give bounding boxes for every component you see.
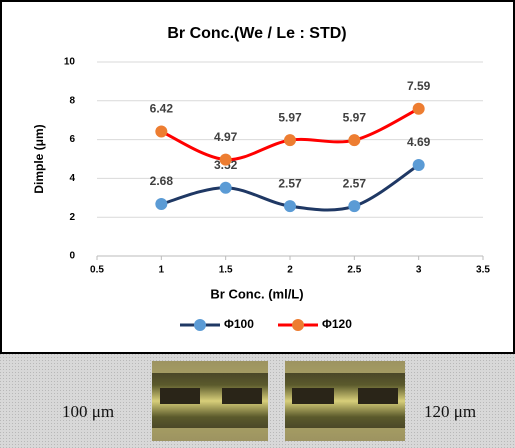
data-label: 2.68 bbox=[150, 174, 174, 188]
data-point bbox=[348, 200, 361, 213]
chart-title: Br Conc.(We / Le : STD) bbox=[167, 25, 346, 42]
legend-marker bbox=[292, 319, 304, 331]
y-tick-label: 6 bbox=[69, 134, 75, 145]
photo bbox=[285, 361, 405, 441]
data-point bbox=[412, 102, 425, 115]
data-label: 7.59 bbox=[407, 79, 431, 93]
data-point bbox=[412, 159, 425, 172]
data-label: 5.97 bbox=[278, 110, 302, 124]
x-tick-label: 2.5 bbox=[347, 265, 361, 276]
data-point bbox=[155, 125, 168, 138]
x-tick-label: 1.5 bbox=[219, 265, 233, 276]
data-label: 2.57 bbox=[343, 176, 367, 190]
x-tick-label: 0.5 bbox=[90, 265, 104, 276]
y-tick-label: 8 bbox=[69, 95, 75, 106]
y-tick-label: 2 bbox=[69, 212, 75, 223]
y-tick-label: 4 bbox=[69, 173, 75, 184]
data-label: 5.97 bbox=[343, 110, 367, 124]
y-tick-label: 0 bbox=[69, 251, 75, 262]
x-tick-label: 1 bbox=[159, 265, 165, 276]
data-point bbox=[219, 153, 232, 166]
x-tick-label: 2 bbox=[287, 265, 293, 276]
legend-label: Φ120 bbox=[322, 317, 352, 331]
y-axis-title: Dimple (μm) bbox=[32, 124, 46, 193]
data-label: 4.69 bbox=[407, 135, 431, 149]
x-axis-title: Br Conc. (ml/L) bbox=[210, 286, 303, 301]
data-point bbox=[284, 134, 296, 147]
y-tick-label: 10 bbox=[64, 57, 76, 68]
x-tick-label: 3.5 bbox=[476, 265, 490, 276]
photo-caption: 100 μm bbox=[62, 402, 115, 421]
data-point bbox=[219, 181, 232, 194]
data-point bbox=[348, 134, 361, 147]
legend-label: Φ100 bbox=[224, 317, 254, 331]
chart-frame bbox=[0, 0, 515, 354]
photo-caption: 120 μm bbox=[424, 402, 477, 421]
data-label: 6.42 bbox=[150, 102, 174, 116]
data-point bbox=[155, 198, 168, 211]
photo bbox=[152, 361, 268, 441]
data-label: 2.57 bbox=[278, 176, 302, 190]
x-tick-label: 3 bbox=[416, 265, 422, 276]
legend-marker bbox=[194, 319, 206, 331]
data-label: 4.97 bbox=[214, 130, 238, 144]
data-point bbox=[284, 200, 296, 213]
